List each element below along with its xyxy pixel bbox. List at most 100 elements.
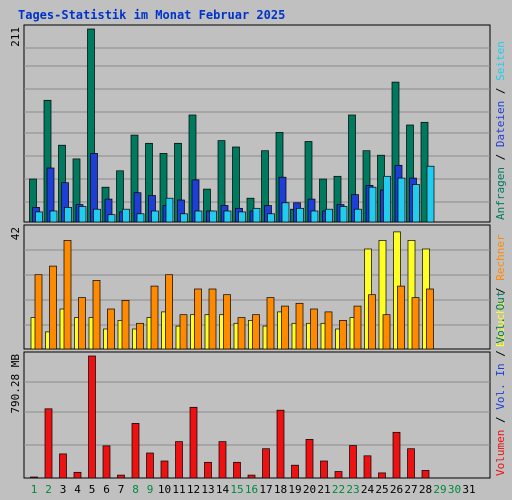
x-tick-label: 18 <box>274 483 287 496</box>
bar-volumen-day-21 <box>320 460 328 479</box>
panel-visits: 42 Besuche / Rechner <box>9 224 507 350</box>
bar-volumen-day-13 <box>204 461 212 479</box>
axis-legend: Volumen / Vol. In / Vol. Out <box>494 291 507 476</box>
bar-volumen-day-11 <box>175 441 183 479</box>
x-tick-label: 19 <box>288 483 301 496</box>
x-tick-label: 6 <box>103 483 110 496</box>
bar-volumen-day-12 <box>189 406 198 479</box>
series-rechner <box>34 240 434 350</box>
bar-rechner-day-5 <box>92 280 101 350</box>
bar-volumen-day-15 <box>233 461 241 479</box>
x-tick-label: 10 <box>158 483 171 496</box>
x-tick-label: 21 <box>317 483 330 496</box>
x-tick-label: 28 <box>419 483 432 496</box>
bar-volumen-day-19 <box>291 464 299 479</box>
x-tick-label: 22 <box>332 483 345 496</box>
x-tick-label: 15 <box>230 483 243 496</box>
chart-title: Tages-Statistik im Monat Februar 2025 <box>18 8 285 22</box>
bar-rechner-day-3 <box>63 240 72 350</box>
bar-volumen-day-2 <box>44 408 53 479</box>
x-tick-label: 5 <box>89 483 96 496</box>
x-tick-label: 12 <box>187 483 200 496</box>
bar-volumen-day-10 <box>160 460 169 479</box>
bar-seiten-day-21 <box>325 208 333 223</box>
x-tick-label: 11 <box>172 483 185 496</box>
series-volumen <box>30 355 430 479</box>
bar-rechner-day-19 <box>295 302 304 350</box>
bar-seiten-day-19 <box>296 207 304 223</box>
panel-volume: 790.28 MB Volumen / Vol. In / Vol. Out <box>9 291 507 479</box>
legend-entry: Vol. Out <box>494 291 507 344</box>
bar-seiten-day-4 <box>78 206 87 223</box>
bar-seiten-day-8 <box>136 213 145 223</box>
panel-requests: 211 Anfragen / Dateien / Seiten <box>9 24 507 223</box>
x-tick-label: 25 <box>375 483 388 496</box>
bar-rechner-day-15 <box>237 317 246 350</box>
bar-seiten-day-16 <box>252 207 261 223</box>
series-seiten <box>35 165 435 223</box>
legend-entry: Dateien <box>494 101 507 147</box>
bar-volumen-day-6 <box>102 445 111 479</box>
legend-entry: Besuche <box>494 301 507 347</box>
bar-volumen-day-16 <box>247 474 256 479</box>
legend-separator: / <box>494 410 507 430</box>
bar-volumen-day-23 <box>349 445 357 479</box>
bar-volumen-day-24 <box>363 455 372 479</box>
x-tick-label: 24 <box>361 483 375 496</box>
bar-rechner-day-11 <box>179 314 188 350</box>
bar-seiten-day-28 <box>426 165 435 223</box>
bar-seiten-day-11 <box>180 213 188 223</box>
bar-seiten-day-7 <box>122 208 130 223</box>
axis-legend: Anfragen / Dateien / Seiten <box>494 41 507 220</box>
bar-rechner-day-2 <box>49 265 57 350</box>
bar-seiten-day-25 <box>383 175 391 223</box>
bar-volumen-day-8 <box>131 423 140 479</box>
bar-rechner-day-18 <box>281 305 289 350</box>
x-tick-label: 29 <box>433 483 446 496</box>
legend-entry: Vol. In <box>494 363 507 409</box>
bar-rechner-day-10 <box>165 274 173 350</box>
x-tick-label: 26 <box>390 483 403 496</box>
bar-rechner-day-25 <box>382 314 391 350</box>
bar-rechner-day-21 <box>324 311 333 350</box>
y-max-label: 790.28 MB <box>9 354 22 414</box>
bar-seiten-day-24 <box>368 186 377 223</box>
bar-rechner-day-8 <box>136 322 144 350</box>
bar-seiten-day-22 <box>339 206 348 223</box>
x-tick-label: 2 <box>45 483 52 496</box>
bar-rechner-day-26 <box>397 285 405 350</box>
bar-seiten-day-9 <box>151 210 159 223</box>
bar-seiten-day-6 <box>107 214 116 223</box>
legend-separator: / <box>494 81 507 101</box>
x-tick-label: 14 <box>216 483 230 496</box>
bar-besuche-day-27 <box>407 240 416 350</box>
bar-rechner-day-12 <box>194 288 202 350</box>
panel-frame <box>23 351 491 479</box>
bar-volumen-day-20 <box>305 439 314 479</box>
bar-seiten-day-13 <box>209 210 217 223</box>
bar-seiten-day-26 <box>397 177 406 223</box>
x-tick-label: 31 <box>462 483 475 496</box>
bar-volumen-day-26 <box>392 431 401 479</box>
bar-volumen-day-25 <box>378 472 386 479</box>
bar-volumen-day-28 <box>421 470 430 479</box>
x-tick-label: 30 <box>448 483 461 496</box>
y-max-label: 211 <box>9 27 22 47</box>
bar-rechner-day-14 <box>223 294 231 350</box>
legend-entry: Rechner <box>494 234 507 281</box>
bar-volumen-day-7 <box>117 474 125 479</box>
bar-seiten-day-18 <box>281 202 290 223</box>
bar-rechner-day-7 <box>121 300 130 350</box>
legend-entry: Volumen <box>494 430 507 476</box>
bar-seiten-day-12 <box>194 210 203 223</box>
x-tick-label: 4 <box>74 483 81 496</box>
x-tick-label: 13 <box>201 483 214 496</box>
bar-rechner-day-20 <box>310 308 318 350</box>
x-tick-label: 7 <box>118 483 125 496</box>
legend-entry: Seiten <box>494 41 507 81</box>
x-tick-label: 20 <box>303 483 316 496</box>
bar-seiten-day-10 <box>165 197 174 223</box>
bar-volumen-day-9 <box>146 452 154 479</box>
legend-separator: / <box>494 281 507 301</box>
